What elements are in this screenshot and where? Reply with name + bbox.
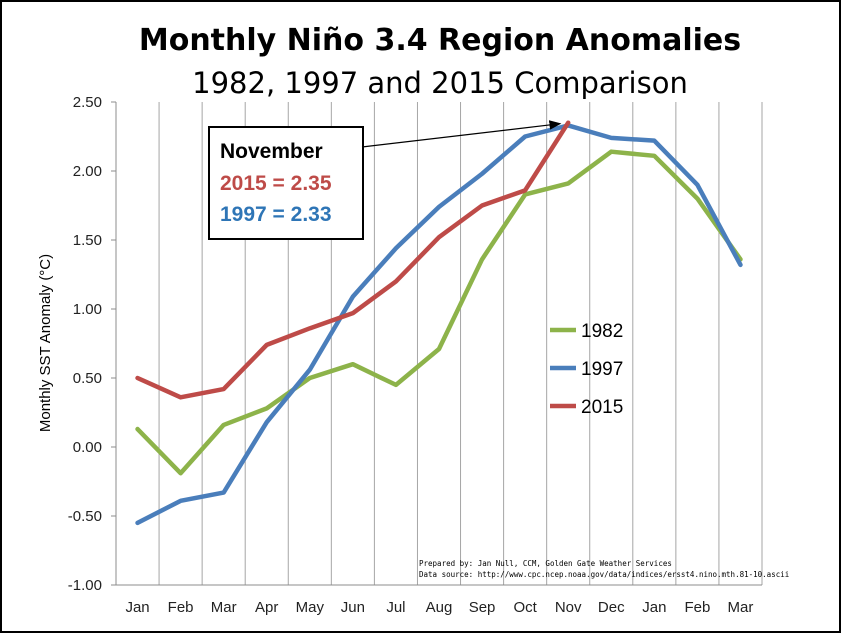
x-tick-label: Mar	[211, 599, 237, 616]
legend-label-1997: 1997	[581, 359, 623, 380]
x-tick-labels: Jan Feb Mar Apr May Jun Jul Aug Sep Oct Nov Dec Jan F…	[125, 599, 753, 616]
credit-prepared-by: Prepared by: Jan Null, CCM, Golden Gate …	[419, 559, 672, 568]
annotation-month: November	[220, 140, 323, 163]
annotation-2015-value: 2015 = 2.35	[220, 172, 332, 195]
series-line-1997	[135, 123, 743, 526]
y-axis-label: Monthly SST Anomaly (°C)	[37, 254, 54, 432]
y-tick-label: -1.00	[68, 577, 102, 594]
series-line-1982	[135, 149, 743, 476]
x-tick-label: Sep	[469, 599, 496, 616]
x-tick-label: Nov	[555, 599, 582, 616]
series-lines	[135, 120, 743, 526]
x-tick-label: Jun	[341, 599, 365, 616]
y-tick-label: 1.50	[73, 232, 102, 249]
y-tick-label: 0.00	[73, 439, 102, 456]
x-tick-label: Feb	[684, 599, 710, 616]
x-tick-label: Mar	[728, 599, 754, 616]
x-tick-label: Aug	[426, 599, 453, 616]
x-tick-label: May	[296, 599, 325, 616]
y-tick-label: 2.00	[73, 163, 102, 180]
y-tick-label: 1.00	[73, 301, 102, 318]
annotation-box	[208, 126, 364, 240]
legend-label-2015: 2015	[581, 397, 623, 418]
x-tick-label: Jul	[386, 599, 405, 616]
annotation-arrow	[361, 120, 562, 148]
x-tick-label: Apr	[255, 599, 278, 616]
grid-lines	[158, 102, 763, 585]
y-tick-label: 2.50	[73, 94, 102, 111]
series-line-2015	[135, 120, 571, 400]
annotation-callout: November 2015 = 2.35 1997 = 2.33	[208, 120, 562, 240]
annotation-1997-value: 1997 = 2.33	[220, 203, 332, 226]
legend-label-1982: 1982	[581, 321, 623, 342]
y-tick-labels: 2.50 2.00 1.50 1.00 0.50 0.00 -0.50 -1.00	[68, 94, 116, 594]
x-tick-label: Jan	[125, 599, 149, 616]
chart-subtitle: 1982, 1997 and 2015 Comparison	[192, 66, 688, 100]
x-tick-label: Feb	[168, 599, 194, 616]
legend: 1982 1997 2015	[550, 321, 623, 418]
axes	[115, 102, 762, 586]
x-tick-label: Dec	[598, 599, 625, 616]
y-tick-label: 0.50	[73, 370, 102, 387]
x-tick-label: Oct	[513, 599, 537, 616]
x-tick-label: Jan	[642, 599, 666, 616]
chart-title: Monthly Niño 3.4 Region Anomalies	[139, 23, 741, 58]
y-tick-label: -0.50	[68, 508, 102, 525]
credit-data-source: Data source: http://www.cpc.ncep.noaa.go…	[419, 570, 789, 579]
